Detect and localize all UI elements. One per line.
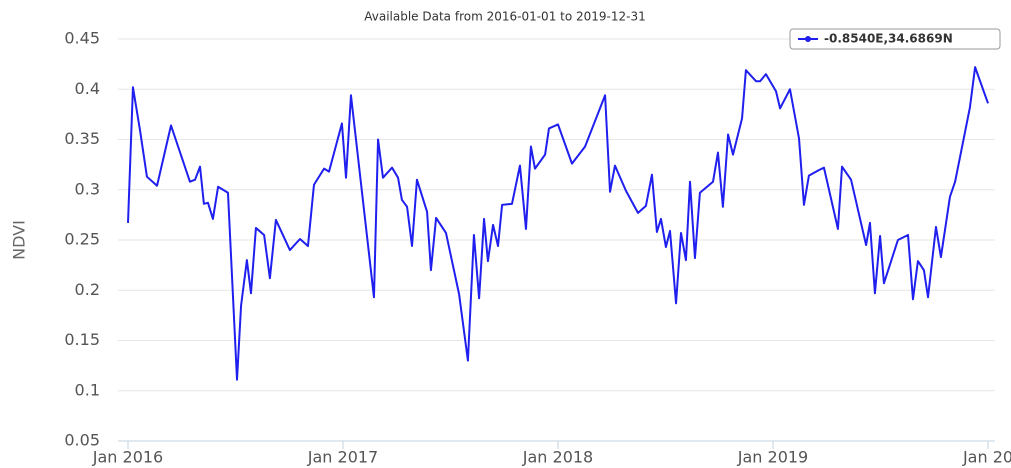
legend-box [789, 28, 1001, 50]
y-tick-label: 0.2 [75, 280, 100, 299]
x-tick-label: Jan 2017 [307, 448, 378, 467]
y-tick-label: 0.35 [64, 129, 100, 148]
x-tick-label: Jan 2018 [522, 448, 593, 467]
chart-title: Available Data from 2016-01-01 to 2019-1… [364, 10, 646, 24]
y-tick-label: 0.25 [64, 230, 100, 249]
x-tick-label: Jan 20 [962, 448, 1011, 467]
data-line [127, 66, 989, 381]
y-tick-label: 0.4 [75, 79, 100, 98]
y-tick-label: 0.05 [64, 431, 100, 450]
y-tick-label: 0.15 [64, 330, 100, 349]
legend: -0.8540E,34.6869N [789, 28, 1001, 50]
y-axis-label: NDVI [10, 220, 29, 260]
y-tick-label: 0.1 [75, 380, 100, 399]
y-tick-label: 0.3 [75, 179, 100, 198]
y-tick-label: 0.45 [64, 29, 100, 48]
x-tick-label: Jan 2016 [92, 448, 163, 467]
x-tick-label: Jan 2019 [737, 448, 808, 467]
legend-marker [805, 36, 811, 42]
legend-label: -0.8540E,34.6869N [824, 32, 953, 46]
